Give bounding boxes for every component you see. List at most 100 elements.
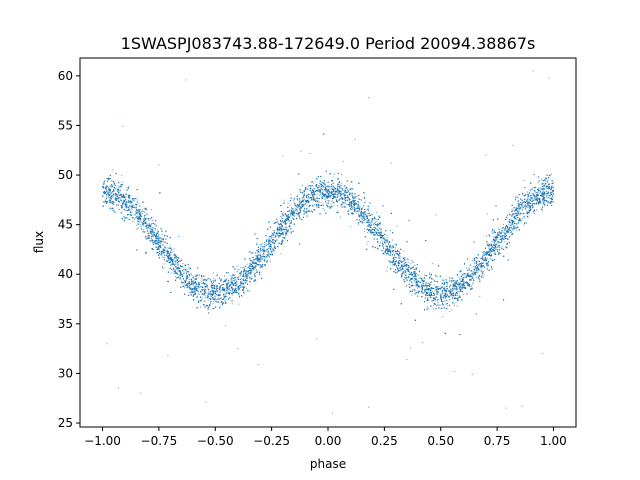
data-point <box>280 243 282 245</box>
data-point <box>221 287 223 289</box>
data-point <box>204 300 206 302</box>
data-point <box>184 283 186 285</box>
data-point <box>145 222 147 224</box>
data-point <box>519 214 521 216</box>
data-point <box>185 269 187 271</box>
data-point <box>264 256 266 258</box>
data-point <box>162 233 164 235</box>
data-point <box>404 271 406 273</box>
data-point <box>317 193 319 195</box>
data-point <box>443 293 445 295</box>
data-point <box>166 256 168 258</box>
data-point <box>529 204 531 206</box>
data-point <box>208 292 210 294</box>
data-point <box>239 267 241 269</box>
data-point <box>111 196 113 198</box>
data-point <box>138 221 140 223</box>
data-point <box>199 286 201 288</box>
data-point <box>291 208 293 210</box>
data-point <box>535 209 537 211</box>
data-point <box>473 279 475 281</box>
data-point <box>530 194 532 196</box>
data-point <box>523 224 525 226</box>
data-point <box>283 236 285 238</box>
data-point <box>125 206 127 208</box>
data-point <box>117 198 119 200</box>
data-point <box>106 190 108 192</box>
data-point <box>527 191 529 193</box>
data-point <box>268 236 270 238</box>
data-point <box>415 279 417 281</box>
data-point <box>164 242 166 244</box>
data-point <box>303 203 305 205</box>
data-point <box>450 281 452 283</box>
data-point <box>403 274 405 276</box>
data-point <box>108 189 110 191</box>
data-point <box>480 263 482 265</box>
data-point <box>406 264 408 266</box>
data-point <box>417 284 419 286</box>
data-point <box>539 190 541 192</box>
data-point <box>415 276 417 278</box>
data-point <box>206 292 208 294</box>
data-point <box>316 206 318 208</box>
data-point <box>150 218 152 220</box>
data-point <box>355 210 357 212</box>
data-point <box>339 216 341 218</box>
data-point <box>340 185 342 187</box>
data-point <box>168 252 170 254</box>
data-point <box>414 273 416 275</box>
data-point <box>399 267 401 269</box>
data-point <box>201 285 203 287</box>
data-point <box>315 203 317 205</box>
data-point <box>189 284 191 286</box>
data-point <box>193 282 195 284</box>
data-point <box>186 271 188 273</box>
data-point <box>279 235 281 237</box>
data-point <box>343 205 345 207</box>
data-point <box>148 220 150 222</box>
data-point <box>373 223 375 225</box>
data-point <box>406 270 408 272</box>
data-point <box>470 264 472 266</box>
data-point <box>343 196 345 198</box>
data-point <box>454 294 456 296</box>
data-point <box>283 223 285 225</box>
data-point <box>332 176 334 178</box>
data-point <box>493 247 495 249</box>
data-point <box>138 218 140 220</box>
data-point <box>511 209 513 211</box>
data-point <box>330 186 332 188</box>
data-point <box>308 187 310 189</box>
data-point <box>147 214 149 216</box>
data-point <box>131 199 133 201</box>
data-point <box>466 285 468 287</box>
data-point <box>142 224 144 226</box>
data-point <box>526 205 528 207</box>
data-point <box>236 271 238 273</box>
data-point <box>486 257 488 259</box>
data-point <box>366 209 368 211</box>
data-point <box>394 264 396 266</box>
data-point <box>500 238 502 240</box>
data-point <box>339 188 341 190</box>
data-point <box>263 247 265 249</box>
data-point <box>366 220 368 222</box>
data-point <box>163 263 165 265</box>
data-point <box>265 250 267 252</box>
data-point <box>194 283 196 285</box>
data-point <box>424 291 426 293</box>
data-point <box>346 197 348 199</box>
data-point <box>347 204 349 206</box>
data-point <box>371 232 373 234</box>
data-point <box>289 223 291 225</box>
data-point <box>391 246 393 248</box>
data-point <box>378 224 380 226</box>
data-point <box>460 285 462 287</box>
data-point <box>240 278 242 280</box>
data-point <box>299 208 301 210</box>
data-point <box>268 248 270 250</box>
data-point <box>347 212 349 214</box>
data-point <box>496 234 498 236</box>
data-point <box>109 184 111 186</box>
